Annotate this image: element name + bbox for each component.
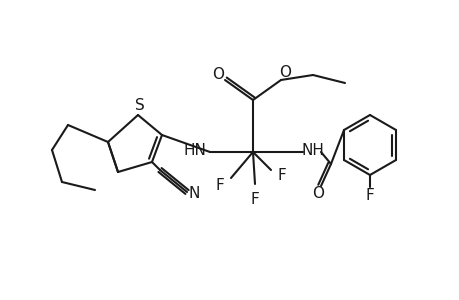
Text: HN: HN [183, 142, 206, 158]
Text: O: O [212, 67, 224, 82]
Text: N: N [188, 187, 199, 202]
Text: S: S [135, 98, 145, 112]
Text: O: O [279, 64, 291, 80]
Text: NH: NH [301, 142, 324, 158]
Text: F: F [365, 188, 374, 202]
Text: O: O [311, 187, 323, 202]
Text: F: F [215, 178, 224, 194]
Text: F: F [277, 169, 286, 184]
Text: F: F [250, 191, 259, 206]
